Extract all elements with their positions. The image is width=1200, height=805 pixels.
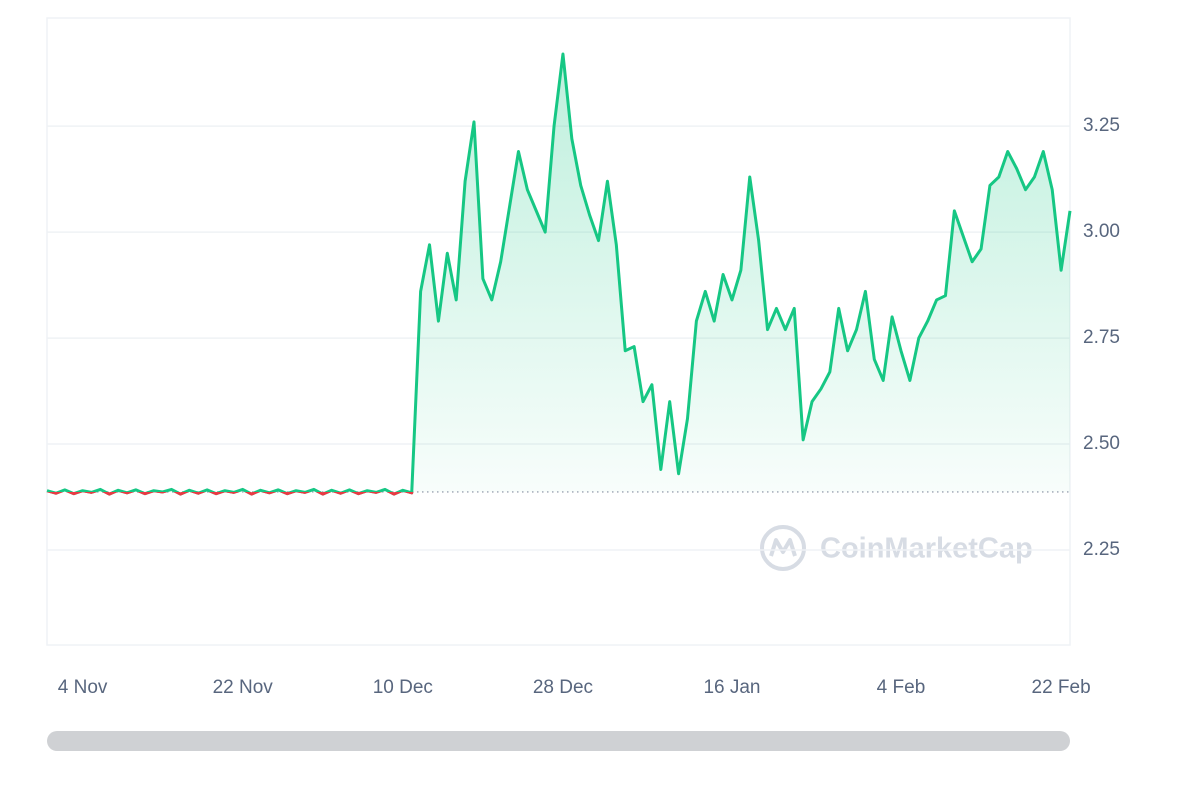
y-tick-label: 3.25 <box>1083 115 1120 136</box>
x-tick-label: 28 Dec <box>533 677 593 698</box>
watermark-logo-mark <box>769 538 797 557</box>
price-line-below <box>46 491 414 496</box>
x-tick-label: 22 Nov <box>213 677 274 698</box>
x-tick-label: 16 Jan <box>703 677 760 698</box>
y-tick-label: 3.00 <box>1083 221 1120 242</box>
watermark-text: CoinMarketCap <box>820 533 1033 565</box>
price-area <box>47 54 1070 495</box>
x-tick-label: 4 Nov <box>58 677 108 698</box>
y-tick-label: 2.50 <box>1083 433 1120 454</box>
y-tick-label: 2.25 <box>1083 539 1120 560</box>
scrollbar[interactable] <box>47 731 1070 751</box>
watermark: CoinMarketCap <box>760 525 1033 571</box>
y-tick-label: 2.75 <box>1083 327 1120 348</box>
watermark-logo <box>760 525 806 571</box>
x-tick-label: 4 Feb <box>877 677 926 698</box>
x-tick-label: 10 Dec <box>373 677 433 698</box>
x-tick-label: 22 Feb <box>1032 677 1091 698</box>
